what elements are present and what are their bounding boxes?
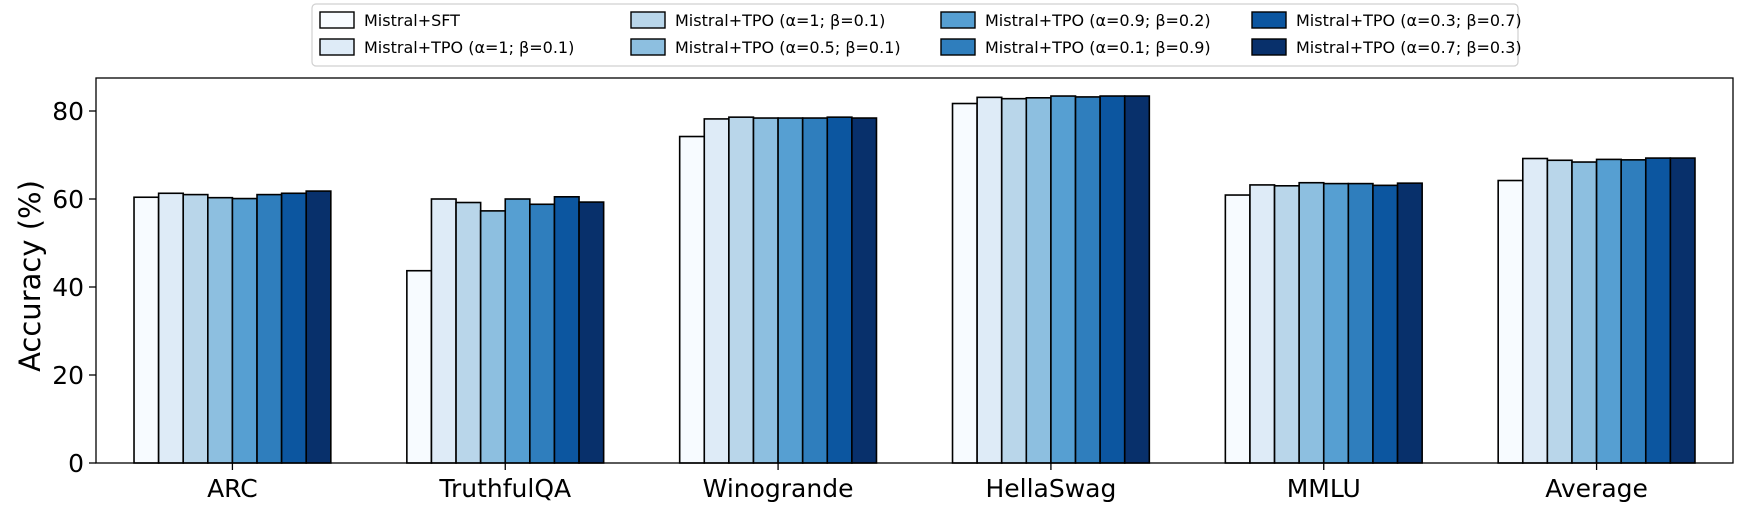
- bar-hellaswag-series-8: [1123, 95, 1151, 464]
- bar-mmlu-series-8: [1396, 182, 1423, 464]
- x-tick-label-truthfulqa: TruthfulQA: [438, 474, 571, 503]
- bar-truthfulqa-series-3: [455, 201, 482, 464]
- plot-frame: [95, 77, 1734, 464]
- bar-truthfulqa-series-5: [504, 198, 531, 464]
- legend: Mistral+SFT Mistral+TPO (α=1; β=0.1) Mistr…: [311, 3, 1522, 67]
- y-tick-label: 40: [52, 273, 84, 302]
- bar-hellaswag-series-5: [1050, 95, 1077, 464]
- bar-arc-series-1: [133, 196, 160, 464]
- bar-mmlu-series-1: [1224, 194, 1251, 464]
- bar-arc-series-4: [207, 196, 234, 464]
- legend-label-1: Mistral+SFT: [364, 11, 460, 30]
- bar-average-series-1: [1497, 179, 1524, 464]
- bar-winogrande-series-4: [752, 117, 779, 464]
- bar-winogrande-series-3: [728, 116, 755, 464]
- y-tick-label: 80: [52, 97, 84, 126]
- y-tick-label: 0: [68, 449, 84, 478]
- legend-swatch-6: [940, 38, 976, 56]
- x-tick-label-arc: ARC: [207, 474, 258, 503]
- bar-mmlu-series-7: [1372, 184, 1399, 464]
- legend-label-5: Mistral+TPO (α=0.9; β=0.2): [985, 11, 1211, 30]
- x-tick-label-average: Average: [1545, 474, 1648, 503]
- bar-arc-series-3: [182, 193, 209, 464]
- bar-average-series-4: [1571, 161, 1598, 464]
- legend-label-6: Mistral+TPO (α=0.1; β=0.9): [985, 38, 1211, 57]
- bar-hellaswag-series-1: [951, 102, 978, 464]
- bar-average-series-2: [1521, 157, 1549, 464]
- bar-average-series-3: [1546, 159, 1573, 464]
- bar-winogrande-series-5: [777, 117, 804, 464]
- bar-arc-series-2: [157, 192, 185, 464]
- bar-hellaswag-series-2: [976, 96, 1003, 464]
- bar-arc-series-7: [280, 192, 308, 464]
- legend-label-4: Mistral+TPO (α=0.5; β=0.1): [675, 38, 901, 57]
- bar-average-series-8: [1669, 157, 1696, 464]
- legend-swatch-8: [1251, 38, 1287, 56]
- y-tick-label: 60: [52, 185, 84, 214]
- bar-series-group: [133, 95, 1696, 464]
- bar-truthfulqa-series-1: [406, 269, 433, 464]
- bar-winogrande-series-8: [851, 117, 878, 464]
- bar-truthfulqa-series-8: [578, 201, 605, 464]
- legend-swatch-1: [319, 11, 355, 29]
- legend-swatch-7: [1251, 11, 1287, 29]
- legend-swatch-4: [630, 38, 666, 56]
- bar-winogrande-series-7: [826, 116, 853, 464]
- bar-mmlu-series-3: [1273, 185, 1300, 464]
- bar-winogrande-series-1: [678, 135, 706, 464]
- bar-truthfulqa-series-7: [553, 196, 580, 464]
- y-tick-label: 20: [52, 361, 84, 390]
- legend-swatch-2: [319, 38, 355, 56]
- bar-winogrande-series-2: [703, 118, 730, 464]
- bar-mmlu-series-4: [1298, 181, 1325, 464]
- bar-hellaswag-series-6: [1074, 96, 1101, 464]
- bar-mmlu-series-2: [1249, 184, 1276, 464]
- bar-average-series-5: [1595, 158, 1622, 464]
- bar-mmlu-series-5: [1322, 182, 1350, 464]
- bar-arc-series-6: [256, 193, 283, 464]
- legend-label-8: Mistral+TPO (α=0.7; β=0.3): [1296, 38, 1522, 57]
- bar-truthfulqa-series-4: [479, 210, 507, 464]
- x-tick-label-hellaswag: HellaSwag: [985, 474, 1116, 503]
- bar-average-series-6: [1620, 159, 1647, 464]
- legend-swatch-3: [630, 11, 666, 29]
- bar-hellaswag-series-4: [1025, 97, 1052, 464]
- bar-hellaswag-series-7: [1099, 95, 1126, 464]
- bar-arc-series-5: [231, 197, 258, 464]
- bar-hellaswag-series-3: [1000, 97, 1028, 464]
- y-axis-label: Accuracy (%): [13, 180, 47, 372]
- legend-label-2: Mistral+TPO (α=1; β=0.1): [364, 38, 574, 57]
- axes: 0 20 40 60 80 ARC TruthfulQA Winogrande HellaSwa…: [52, 77, 1734, 503]
- x-tick-label-winogrande: Winogrande: [703, 474, 854, 503]
- legend-label-7: Mistral+TPO (α=0.3; β=0.7): [1296, 11, 1522, 30]
- bar-truthfulqa-series-6: [529, 203, 556, 464]
- legend-label-3: Mistral+TPO (α=1; β=0.1): [675, 11, 885, 30]
- bar-average-series-7: [1644, 157, 1672, 464]
- bar-arc-series-8: [305, 190, 332, 464]
- bar-winogrande-series-6: [801, 117, 829, 464]
- legend-box: [311, 3, 1519, 67]
- x-tick-label-mmlu: MMLU: [1287, 474, 1361, 503]
- bar-truthfulqa-series-2: [430, 198, 457, 464]
- bar-mmlu-series-6: [1347, 182, 1374, 464]
- legend-swatch-5: [940, 11, 976, 29]
